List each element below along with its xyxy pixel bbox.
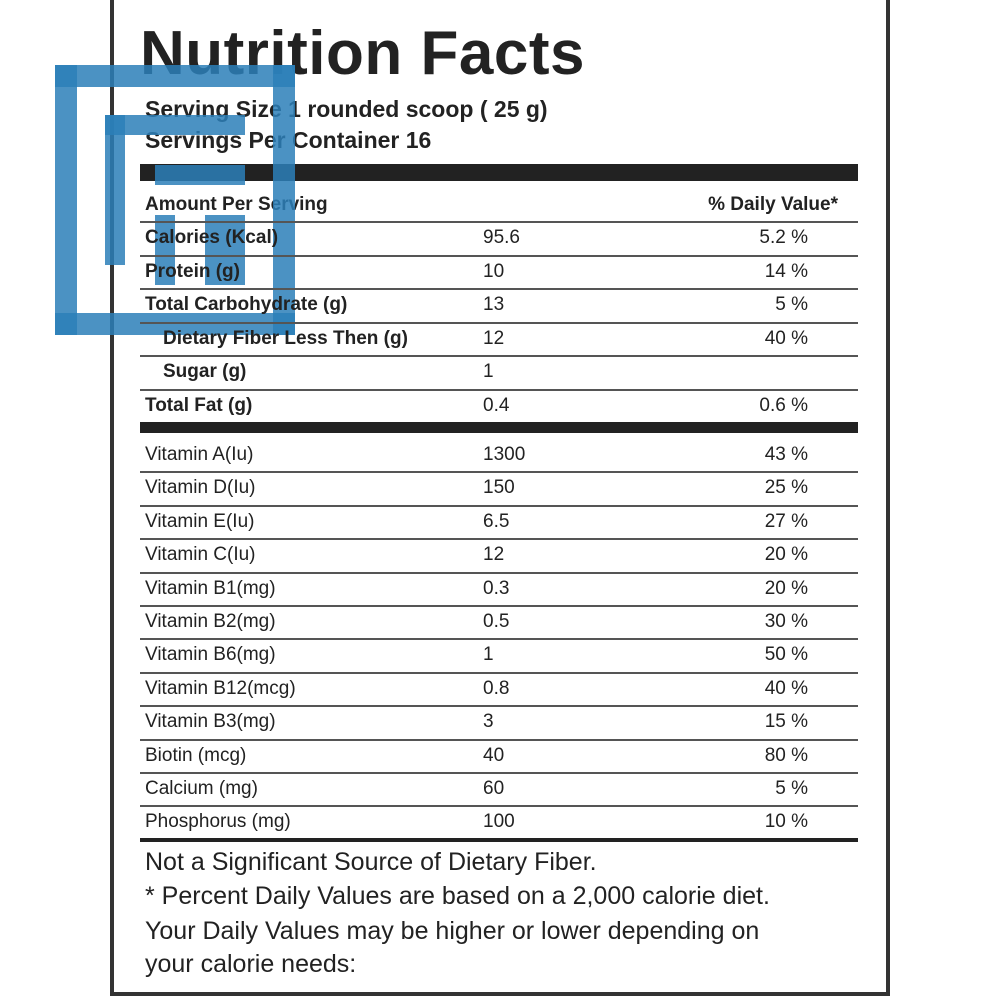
row-amount: 1 (483, 361, 494, 383)
row-name: Protein (g) (145, 260, 240, 282)
rule (140, 288, 858, 291)
rule (140, 389, 858, 391)
row-amount: 0.8 (483, 677, 510, 699)
row-dv: 40 % (764, 327, 808, 349)
row-amount: 3 (483, 711, 494, 733)
logo-part (155, 215, 175, 285)
row-name: Sugar (g) (163, 361, 247, 383)
row-name: Vitamin B3(mg) (145, 711, 276, 733)
rule (140, 538, 858, 541)
row-amount: 150 (483, 477, 515, 499)
rule (140, 471, 858, 474)
row-amount: 12 (483, 544, 505, 566)
rule (140, 772, 858, 774)
logo-part (55, 65, 295, 87)
rule (140, 221, 858, 223)
row-name: Vitamin C(Iu) (145, 544, 256, 566)
row-name: Phosphorus (mg) (145, 811, 291, 833)
row-dv: 30 % (764, 611, 808, 632)
row-dv: 25 % (764, 477, 808, 499)
rule (140, 738, 858, 741)
rule (140, 254, 858, 257)
row-name: Vitamin D(Iu) (145, 477, 256, 499)
footnote: * Percent Daily Values are based on a 2,… (145, 882, 770, 910)
thick-bar (140, 164, 858, 181)
row-name: Vitamin A(Iu) (145, 444, 254, 465)
thick-bar (140, 422, 858, 433)
row-amount: 0.3 (483, 577, 510, 599)
row-name: Calories (Kcal) (145, 227, 279, 248)
rule (140, 638, 858, 641)
thick-bar (140, 838, 858, 842)
row-dv: 20 % (764, 577, 808, 599)
logo-part (55, 313, 295, 335)
logo-part (205, 215, 245, 285)
row-dv: 5 % (775, 778, 808, 799)
rule (140, 504, 858, 507)
footnote: your calorie needs: (145, 950, 357, 978)
row-dv: 50 % (764, 644, 808, 666)
dv-header: % Daily Value* (708, 194, 838, 215)
row-name: Vitamin B12(mcg) (145, 677, 296, 699)
rule (140, 355, 858, 358)
row-amount: 12 (483, 327, 505, 349)
row-amount: 13 (483, 294, 505, 316)
row-name: Vitamin E(Iu) (145, 510, 255, 532)
row-name: Biotin (mcg) (145, 744, 247, 766)
footnote: Your Daily Values may be higher or lower… (145, 917, 760, 945)
rule (140, 605, 858, 607)
row-dv: 10 % (764, 811, 808, 833)
row-amount: 95.6 (483, 227, 520, 248)
row-dv: 20 % (764, 544, 808, 566)
row-dv: 40 % (764, 677, 808, 699)
row-name: Vitamin B6(mg) (145, 644, 276, 666)
row-name: Dietary Fiber Less Then (g) (163, 327, 408, 349)
row-dv: 15 % (764, 711, 808, 733)
row-amount: 100 (483, 811, 515, 833)
row-dv: 80 % (764, 744, 808, 766)
rule (140, 705, 858, 708)
label-frame (110, 0, 890, 996)
row-dv: 5.2 % (759, 227, 808, 248)
row-amount: 1300 (483, 444, 526, 465)
rule (140, 671, 858, 674)
rule (140, 571, 858, 574)
logo-part (155, 165, 245, 185)
row-amount: 0.4 (483, 395, 510, 416)
rule (140, 321, 858, 324)
row-name: Vitamin B2(mg) (145, 611, 276, 632)
row-name: Total Carbohydrate (g) (145, 294, 348, 316)
row-dv: 27 % (764, 510, 808, 532)
rule (140, 805, 858, 808)
logo-part (105, 115, 245, 135)
row-dv: 14 % (764, 260, 808, 282)
row-amount: 60 (483, 778, 505, 799)
row-amount: 6.5 (483, 510, 510, 532)
row-dv: 43 % (764, 444, 808, 465)
row-dv: 5 % (775, 294, 808, 316)
row-name: Total Fat (g) (145, 395, 253, 416)
row-name: Vitamin B1(mg) (145, 577, 276, 599)
row-amount: 1 (483, 644, 494, 666)
row-dv: 0.6 % (759, 395, 808, 416)
logo-part (273, 65, 295, 335)
watermark-logo (55, 65, 295, 335)
logo-part (105, 115, 125, 265)
row-amount: 0.5 (483, 611, 510, 632)
row-amount: 10 (483, 260, 505, 282)
footnote: Not a Significant Source of Dietary Fibe… (145, 848, 597, 876)
row-amount: 40 (483, 744, 505, 766)
logo-part (55, 65, 77, 335)
row-name: Calcium (mg) (145, 778, 258, 799)
